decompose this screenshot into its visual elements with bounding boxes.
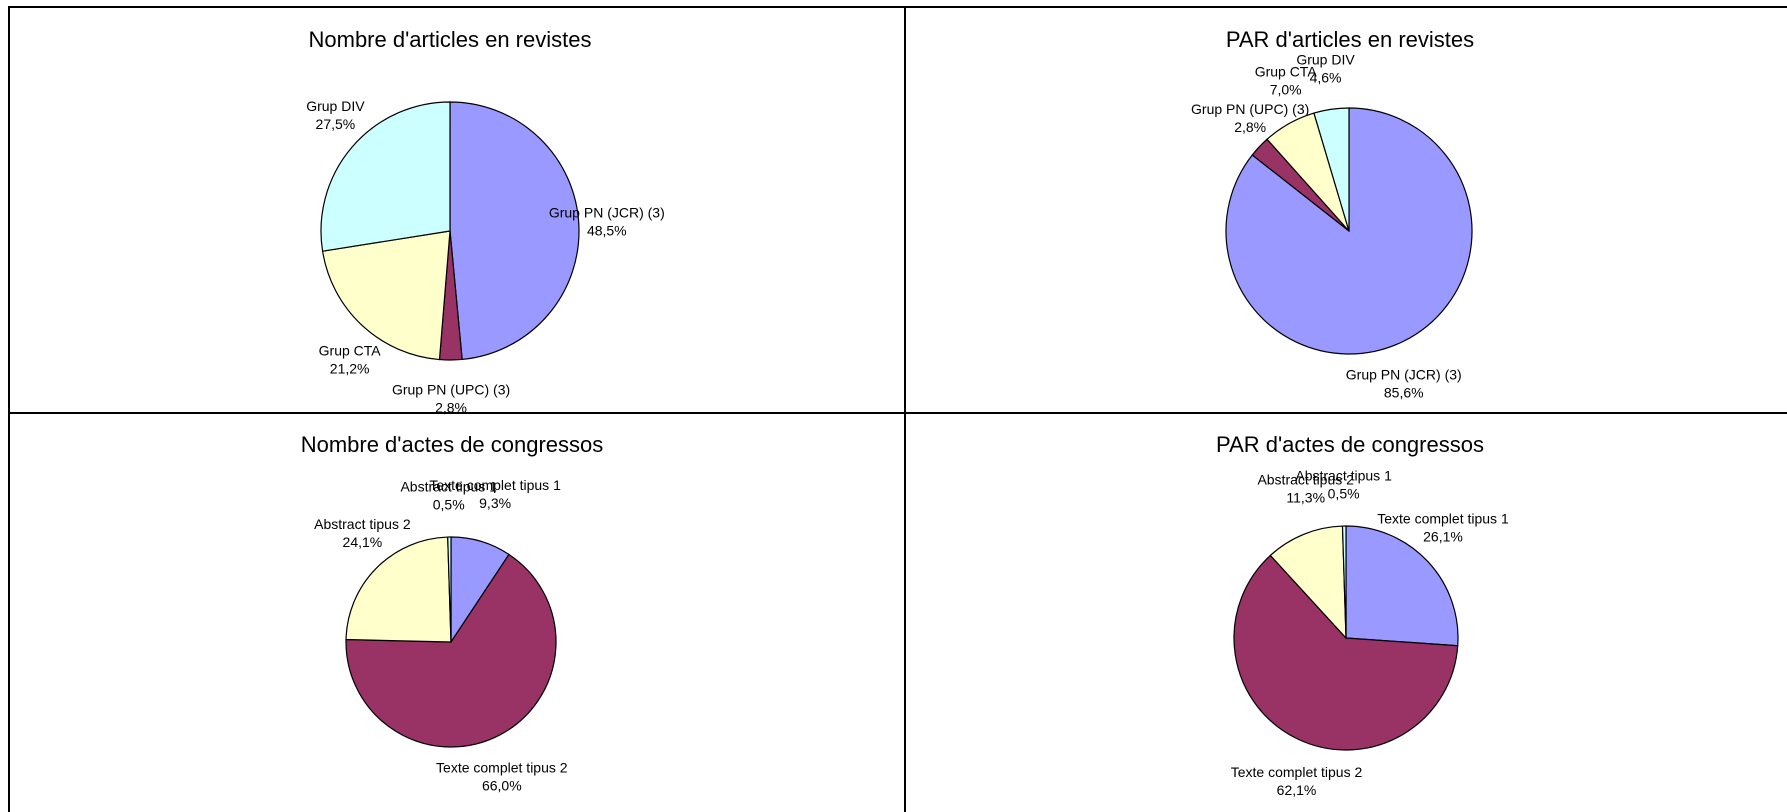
slice-value: 4,6% xyxy=(1310,69,1342,85)
slice-label: Grup CTA xyxy=(319,342,382,358)
slice-value: 2,8% xyxy=(435,400,467,416)
pie-slice xyxy=(1341,525,1347,639)
slice-value: 0,5% xyxy=(1328,486,1360,502)
slice-label: Abstract tipus 2 xyxy=(314,516,411,532)
chart-title: PAR d'actes de congressos xyxy=(1216,432,1484,457)
slice-label: Texte complet tipus 2 xyxy=(1231,764,1363,780)
slice-label: Texte complet tipus 1 xyxy=(429,477,561,493)
slice-value: 27,5% xyxy=(316,116,356,132)
slice-value: 21,2% xyxy=(330,360,370,376)
chart-title: PAR d'articles en revistes xyxy=(1226,27,1474,52)
slice-label: Grup PN (JCR) (3) xyxy=(549,204,665,220)
pie-slice xyxy=(345,536,452,643)
frame xyxy=(8,6,1787,812)
pie-slice xyxy=(320,101,451,252)
slice-value: 0,5% xyxy=(433,497,465,513)
slice-value: 9,3% xyxy=(479,495,511,511)
slice-label: Grup DIV xyxy=(1296,51,1355,67)
slice-value: 11,3% xyxy=(1286,490,1325,506)
slice-value: 48,5% xyxy=(587,222,627,238)
slice-label: Grup CTA xyxy=(1255,63,1318,79)
slice-label: Texte complet tipus 2 xyxy=(436,759,568,775)
slice-value: 66,0% xyxy=(482,777,522,793)
slice-label: Abstract tipus 2 xyxy=(1257,472,1354,488)
pie-slice xyxy=(1269,525,1347,640)
chart-title: Nombre d'articles en revistes xyxy=(309,27,592,52)
slice-value: 62,1% xyxy=(1277,782,1317,798)
pie-slice xyxy=(345,553,557,748)
slice-value: 24,1% xyxy=(343,534,383,550)
slice-label: Grup PN (JCR) (3) xyxy=(1346,367,1462,383)
chart-title: Nombre d'actes de congressos xyxy=(301,432,604,457)
slice-value: 2,8% xyxy=(1234,119,1266,135)
slice-label: Abstract tipus 1 xyxy=(1295,468,1392,484)
pie-slice xyxy=(1345,525,1459,647)
slice-label: Grup DIV xyxy=(306,98,365,114)
pie-slice xyxy=(449,101,580,361)
slice-label: Abstract tipus 1 xyxy=(400,479,497,495)
pie-slice xyxy=(1313,107,1350,232)
slice-label: Grup PN (UPC) (3) xyxy=(1191,101,1309,117)
slice-value: 26,1% xyxy=(1423,529,1463,545)
pie-slice xyxy=(1233,554,1459,751)
slice-value: 7,0% xyxy=(1270,81,1302,97)
pie-slice xyxy=(447,536,452,643)
slice-label: Texte complet tipus 1 xyxy=(1377,511,1509,527)
slice-value: 85,6% xyxy=(1384,385,1424,401)
slice-label: Grup PN (UPC) (3) xyxy=(392,382,510,398)
pie-slice xyxy=(321,230,451,361)
